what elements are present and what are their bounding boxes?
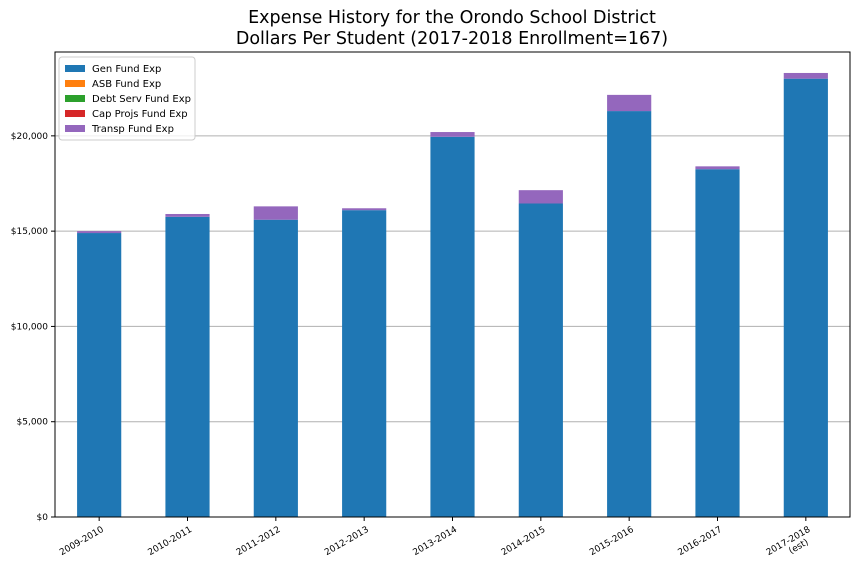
legend-swatch: [65, 110, 85, 117]
chart-title-line2: Dollars Per Student (2017-2018 Enrollmen…: [235, 29, 669, 49]
y-tick-label: $20,000: [11, 132, 48, 142]
legend-swatch: [65, 80, 85, 87]
x-tick-label-line: 2009-2010: [58, 525, 106, 558]
bar-segment: [342, 208, 387, 211]
x-tick-label: 2015-2016: [588, 525, 636, 558]
x-tick-label: 2012-2013: [323, 525, 370, 558]
legend-swatch: [65, 125, 85, 132]
bar-segment: [342, 210, 387, 518]
legend-label: Transp Fund Exp: [91, 124, 174, 135]
x-tick-label-line: 2012-2013: [323, 525, 370, 558]
bars: [77, 72, 828, 518]
y-tick-label: $15,000: [11, 227, 48, 237]
x-tick-label: 2017-2018(est): [765, 525, 813, 558]
legend-box: [58, 56, 196, 141]
bar-segment: [253, 206, 298, 220]
bar-segment: [430, 132, 475, 137]
bar-segment: [783, 72, 828, 79]
x-tick-label: 2011-2012: [235, 525, 282, 558]
chart-title: Expense History for the Orondo School Di…: [0, 8, 864, 50]
legend-label: ASB Fund Exp: [92, 79, 161, 90]
chart-title-line1: Expense History for the Orondo School Di…: [248, 8, 656, 28]
x-tick-label: 2014-2015: [500, 525, 547, 558]
x-tick-label-line: 2014-2015: [500, 525, 547, 558]
bar-segment: [607, 111, 652, 517]
bar-segment: [165, 213, 210, 217]
bar-segment: [695, 169, 740, 517]
bar-segment: [518, 190, 563, 204]
x-tick-label-line: 2013-2014: [412, 525, 460, 558]
x-tick-label-line: 2016-2017: [677, 525, 724, 558]
bar-segment: [77, 233, 122, 517]
bar-segment: [165, 216, 210, 517]
bar-segment: [607, 94, 652, 112]
legend: Gen Fund Exp ASB Fund Exp Debt Serv Fund E…: [58, 56, 196, 141]
x-axis: 2009-2010 2010-2011 2011-2012 2012-2013 2013…: [58, 517, 813, 558]
bar-segment: [253, 219, 298, 517]
x-tick-label: 2013-2014: [412, 525, 460, 558]
x-tick-label-line: 2010-2011: [147, 525, 194, 558]
legend-label: Cap Projs Fund Exp: [92, 109, 188, 120]
bar-segment: [695, 166, 740, 170]
x-tick-label-line: 2015-2016: [588, 525, 636, 558]
bar-segment: [783, 78, 828, 517]
y-axis: $0 $5,000 $10,000 $15,000 $20,000: [11, 132, 55, 523]
y-tick-label: $0: [37, 513, 49, 523]
x-tick-label: 2016-2017: [677, 525, 724, 558]
legend-label: Debt Serv Fund Exp: [92, 94, 191, 105]
x-tick-label: 2010-2011: [147, 525, 194, 558]
bar-segment: [518, 203, 563, 517]
legend-swatch: [65, 65, 85, 72]
bar-segment: [77, 231, 122, 234]
y-tick-label: $10,000: [11, 322, 48, 332]
x-tick-label: 2009-2010: [58, 525, 106, 558]
bar-segment: [430, 136, 475, 517]
x-tick-label-line: 2011-2012: [235, 525, 282, 558]
legend-swatch: [65, 95, 85, 102]
y-tick-label: $5,000: [17, 418, 49, 428]
legend-label: Gen Fund Exp: [92, 64, 161, 75]
